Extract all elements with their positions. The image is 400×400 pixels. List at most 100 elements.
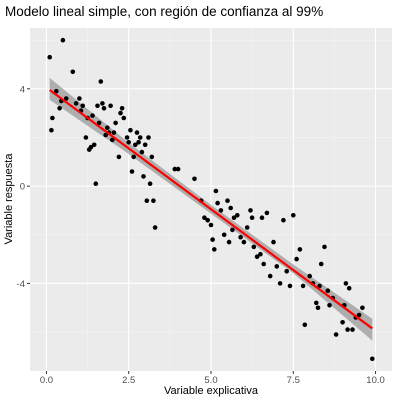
- data-point: [111, 130, 117, 135]
- data-point: [137, 135, 143, 140]
- y-tick-label: -4: [17, 279, 25, 290]
- data-point: [251, 244, 257, 250]
- data-point: [325, 288, 331, 294]
- data-point: [105, 125, 110, 130]
- data-point: [110, 137, 115, 143]
- data-point: [254, 254, 260, 259]
- grid-lines: [30, 28, 392, 371]
- data-point: [314, 300, 319, 306]
- data-point: [210, 237, 215, 242]
- y-axis-title: Variable respuesta: [3, 153, 15, 245]
- data-point: [271, 239, 276, 245]
- y-axis-ticks: -4 0 4: [17, 84, 30, 290]
- data-point: [146, 135, 151, 140]
- data-point: [124, 135, 130, 140]
- data-point: [128, 127, 133, 133]
- data-point: [277, 281, 283, 286]
- x-tick-label: 2.5: [122, 375, 135, 386]
- data-point: [118, 110, 123, 116]
- data-point: [213, 188, 219, 194]
- data-point: [297, 247, 303, 252]
- data-point: [221, 232, 227, 238]
- data-point: [318, 261, 324, 267]
- data-point: [267, 273, 273, 279]
- data-point: [340, 320, 345, 325]
- data-point: [205, 217, 210, 223]
- data-point: [108, 103, 113, 109]
- data-point: [360, 305, 365, 311]
- data-point: [49, 127, 54, 133]
- data-point: [98, 79, 104, 84]
- data-point: [144, 198, 150, 203]
- data-point: [136, 140, 141, 145]
- data-point: [230, 227, 235, 233]
- data-point: [54, 88, 59, 94]
- data-point: [225, 198, 230, 203]
- data-point: [47, 54, 52, 60]
- data-point: [93, 181, 99, 186]
- data-point: [142, 142, 148, 148]
- data-point: [307, 273, 313, 279]
- x-axis-title: Variable explicativa: [164, 385, 259, 397]
- data-point: [172, 166, 178, 172]
- data-point: [238, 234, 243, 240]
- data-point: [50, 115, 55, 121]
- data-point: [131, 154, 136, 160]
- y-tick-label: 0: [20, 182, 25, 193]
- regression-line: [49, 89, 373, 330]
- data-point: [116, 154, 122, 160]
- data-point: [258, 251, 263, 257]
- data-point: [192, 176, 197, 182]
- data-point: [343, 281, 349, 286]
- data-point: [212, 247, 217, 252]
- data-point: [175, 166, 181, 172]
- data-point: [90, 113, 95, 118]
- data-point: [333, 332, 339, 337]
- data-point: [231, 215, 237, 220]
- data-point: [370, 356, 375, 362]
- data-point: [88, 144, 94, 150]
- data-point: [129, 169, 135, 174]
- data-point: [101, 106, 107, 111]
- data-point: [215, 200, 220, 206]
- data-point: [327, 303, 332, 308]
- data-point: [139, 149, 145, 155]
- data-point: [322, 244, 327, 250]
- data-point: [281, 217, 286, 223]
- data-point: [274, 264, 280, 269]
- data-point: [284, 269, 290, 274]
- fit-line-layer: [49, 89, 373, 330]
- x-tick-label: 5.0: [204, 375, 217, 386]
- data-point: [149, 154, 155, 160]
- data-point: [133, 142, 138, 148]
- data-point: [83, 135, 89, 140]
- data-point: [103, 132, 108, 138]
- data-point: [235, 213, 240, 218]
- data-point: [96, 120, 102, 126]
- data-point: [77, 96, 82, 101]
- data-point: [264, 210, 270, 216]
- data-point: [249, 215, 255, 220]
- data-point: [345, 327, 350, 332]
- data-point: [248, 208, 253, 213]
- data-point: [151, 198, 156, 203]
- data-point: [244, 225, 250, 230]
- data-point: [287, 283, 293, 289]
- data-point: [95, 103, 100, 109]
- data-point: [73, 101, 79, 106]
- y-tick-label: 4: [20, 84, 25, 95]
- data-point: [63, 96, 69, 101]
- data-point: [315, 305, 321, 311]
- data-points: [47, 37, 375, 362]
- chart-title: Modelo lineal simple, con región de conf…: [5, 4, 323, 19]
- data-point: [228, 205, 233, 211]
- x-tick-label: 0.0: [40, 375, 53, 386]
- data-point: [302, 322, 308, 328]
- data-point: [208, 222, 214, 228]
- data-point: [60, 37, 66, 43]
- data-point: [121, 115, 127, 121]
- x-tick-label: 7.5: [287, 375, 300, 386]
- data-point: [294, 256, 299, 262]
- data-point: [259, 215, 265, 220]
